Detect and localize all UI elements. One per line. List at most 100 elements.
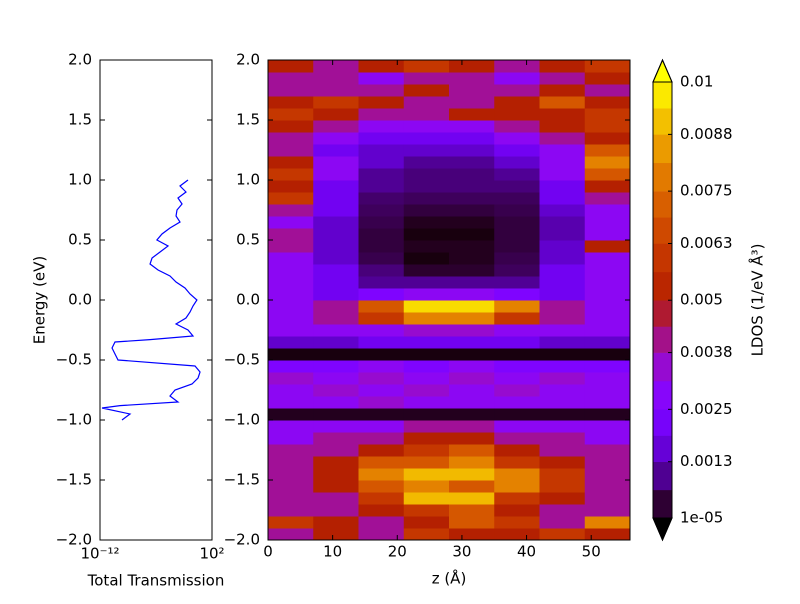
- colorbar-tick-label: 0.0075: [680, 182, 733, 200]
- heatmap-cell: [449, 300, 495, 313]
- heatmap-cell: [494, 528, 540, 541]
- heatmap-cell: [584, 108, 631, 121]
- heatmap-cell: [539, 348, 586, 361]
- heatmap-cell: [449, 192, 495, 205]
- heatmap-cell: [403, 276, 450, 289]
- heatmap-cell: [313, 180, 359, 193]
- heatmap-cell: [358, 456, 405, 469]
- heatmap-cell: [358, 324, 405, 337]
- heatmap-cell: [403, 432, 450, 445]
- heatmap-cell: [449, 396, 495, 409]
- heatmap-cell: [584, 96, 631, 109]
- y-tick-label: 0.5: [236, 231, 260, 249]
- heatmap-cell: [449, 456, 495, 469]
- heatmap-cell: [358, 300, 405, 313]
- heatmap-cell: [403, 480, 450, 493]
- heatmap-cell: [268, 168, 314, 181]
- y-axis-label: Energy (eV): [31, 256, 49, 344]
- heatmap-cell: [449, 276, 495, 289]
- heatmap-cell: [584, 288, 631, 301]
- x-tick-label: 10: [323, 543, 342, 561]
- x-tick-label: 40: [517, 543, 536, 561]
- heatmap-cell: [539, 204, 586, 217]
- heatmap-cell: [539, 516, 586, 529]
- heatmap-cell: [358, 180, 405, 193]
- heatmap-cell: [313, 336, 359, 349]
- heatmap-cell: [584, 408, 631, 421]
- heatmap-cell: [313, 516, 359, 529]
- heatmap-cell: [403, 84, 450, 97]
- heatmap-cell: [358, 72, 405, 85]
- heatmap-cell: [403, 60, 450, 73]
- heatmap-cell: [449, 132, 495, 145]
- heatmap-cell: [403, 132, 450, 145]
- heatmap-cell: [449, 468, 495, 481]
- heatmap-cell: [494, 216, 540, 229]
- heatmap-cell: [268, 408, 314, 421]
- colorbar-band: [653, 380, 672, 410]
- heatmap-cell: [313, 120, 359, 133]
- heatmap-cell: [358, 252, 405, 265]
- heatmap-cell: [403, 204, 450, 217]
- heatmap-cell: [313, 156, 359, 169]
- heatmap-cell: [358, 444, 405, 457]
- heatmap-cell: [449, 144, 495, 157]
- heatmap-cell: [313, 528, 359, 541]
- heatmap-cell: [494, 252, 540, 265]
- heatmap-cells: [268, 60, 631, 541]
- heatmap-cell: [403, 264, 450, 277]
- heatmap-cell: [494, 516, 540, 529]
- colorbar-band: [653, 352, 672, 382]
- heatmap-cell: [313, 372, 359, 385]
- heatmap-cell: [403, 216, 450, 229]
- heatmap-cell: [539, 372, 586, 385]
- heatmap-cell: [494, 480, 540, 493]
- heatmap-cell: [494, 396, 540, 409]
- heatmap-cell: [449, 60, 495, 73]
- heatmap-cell: [449, 228, 495, 241]
- heatmap-cell: [449, 360, 495, 373]
- heatmap-cell: [539, 480, 586, 493]
- heatmap-cell: [584, 312, 631, 325]
- heatmap-cell: [403, 324, 450, 337]
- heatmap-cell: [268, 348, 314, 361]
- heatmap-cell: [584, 336, 631, 349]
- heatmap-cell: [539, 336, 586, 349]
- heatmap-cell: [449, 108, 495, 121]
- heatmap-cell: [494, 96, 540, 109]
- heatmap-cell: [403, 288, 450, 301]
- heatmap-cell: [268, 288, 314, 301]
- heatmap-cell: [313, 300, 359, 313]
- heatmap-cell: [268, 444, 314, 457]
- heatmap-cell: [403, 396, 450, 409]
- heatmap-cell: [494, 108, 540, 121]
- heatmap-cell: [584, 456, 631, 469]
- heatmap-cell: [494, 276, 540, 289]
- heatmap-cell: [539, 312, 586, 325]
- x-tick-label: 50: [582, 543, 601, 561]
- heatmap-cell: [268, 384, 314, 397]
- heatmap-cell: [403, 156, 450, 169]
- x-tick-label: 10²: [199, 545, 224, 563]
- heatmap-cell: [358, 60, 405, 73]
- heatmap-cell: [539, 300, 586, 313]
- heatmap-cell: [539, 456, 586, 469]
- heatmap-cell: [539, 432, 586, 445]
- heatmap-cell: [494, 132, 540, 145]
- heatmap-cell: [539, 216, 586, 229]
- heatmap-cell: [449, 348, 495, 361]
- heatmap-cell: [584, 348, 631, 361]
- heatmap-cell: [403, 180, 450, 193]
- heatmap-cell: [494, 180, 540, 193]
- colorbar-tick-label: 0.01: [680, 73, 713, 91]
- heatmap-cell: [584, 84, 631, 97]
- heatmap-cell: [539, 264, 586, 277]
- heatmap-cell: [268, 480, 314, 493]
- colorbar-band: [653, 435, 672, 462]
- x-axis-label: z (Å): [432, 569, 467, 588]
- heatmap-cell: [268, 84, 314, 97]
- heatmap-cell: [584, 420, 631, 433]
- colorbar-band: [653, 243, 672, 273]
- y-tick-label: −0.5: [56, 351, 92, 369]
- heatmap-cell: [403, 120, 450, 133]
